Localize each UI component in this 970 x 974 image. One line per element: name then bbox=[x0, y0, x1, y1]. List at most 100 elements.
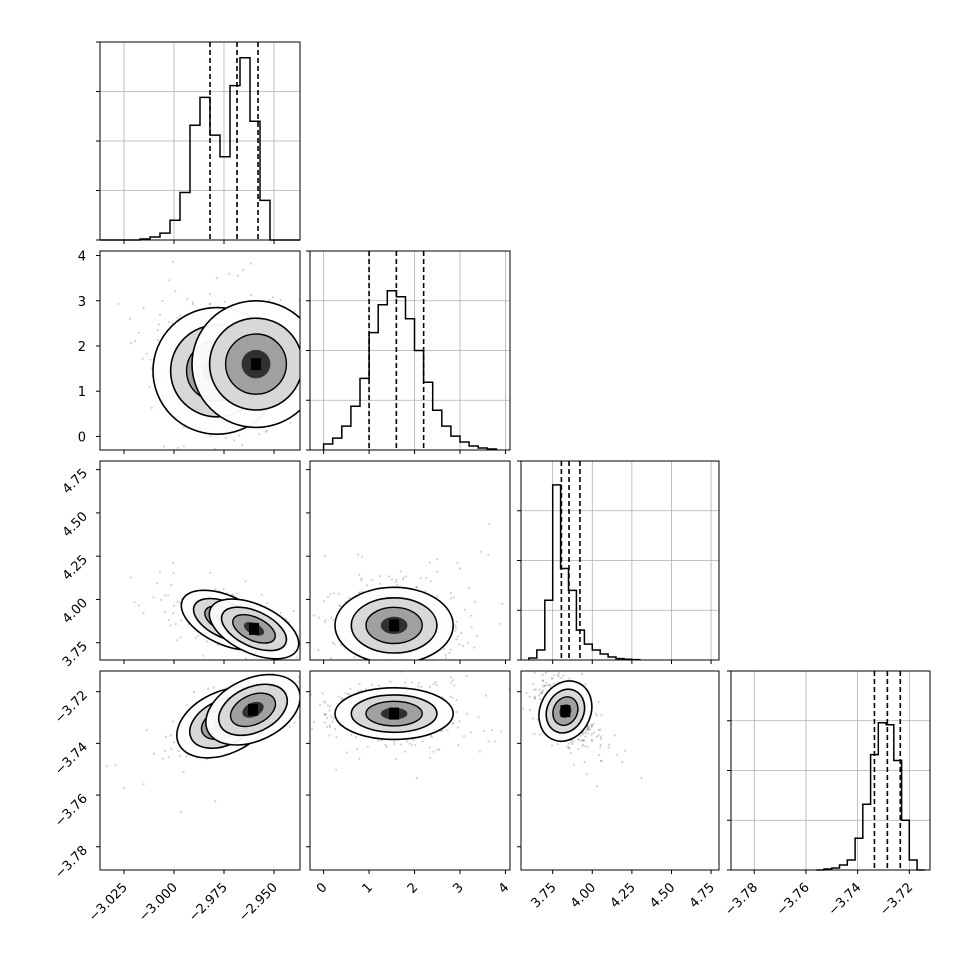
scatter-point bbox=[467, 587, 470, 590]
scatter-point bbox=[313, 667, 315, 669]
scatter-point bbox=[209, 435, 212, 438]
scatter-point bbox=[212, 686, 215, 689]
scatter-point bbox=[467, 641, 470, 645]
scatter-point bbox=[533, 696, 537, 700]
scatter-point bbox=[292, 732, 294, 734]
scatter-point bbox=[142, 612, 145, 615]
scatter-point bbox=[127, 465, 129, 467]
scatter-point bbox=[328, 724, 331, 727]
scatter-point bbox=[303, 631, 305, 633]
scatter-point bbox=[427, 662, 429, 664]
scatter-point bbox=[325, 687, 327, 689]
scatter-point bbox=[616, 753, 619, 756]
scatter-point bbox=[528, 708, 532, 712]
x-tick-label-p3: −3.76 bbox=[774, 880, 813, 919]
axes-frame bbox=[309, 250, 511, 451]
y-tick-label-p3: −3.72 bbox=[52, 688, 91, 727]
scatter-point bbox=[321, 371, 323, 373]
scatter-point bbox=[393, 743, 396, 746]
scatter-point bbox=[377, 684, 381, 687]
scatter-point bbox=[171, 720, 175, 723]
scatter-point bbox=[405, 740, 408, 743]
scatter-point bbox=[436, 748, 439, 752]
scatter-point bbox=[352, 663, 354, 665]
scatter-point bbox=[324, 618, 327, 621]
scatter-point bbox=[586, 732, 590, 735]
scatter-point bbox=[490, 729, 493, 732]
scatter-point bbox=[414, 743, 417, 747]
scatter-point bbox=[323, 600, 326, 603]
scatter-point bbox=[81, 358, 83, 360]
scatter-point bbox=[326, 704, 329, 707]
histogram-step-line bbox=[816, 721, 925, 871]
scatter-point bbox=[454, 626, 457, 629]
scatter-point bbox=[399, 667, 401, 669]
scatter-point bbox=[595, 735, 599, 739]
scatter-point bbox=[169, 734, 172, 737]
scatter-point bbox=[312, 395, 314, 397]
scatter-point bbox=[317, 616, 320, 619]
scatter-point bbox=[494, 740, 497, 743]
scatter-point bbox=[431, 736, 434, 739]
scatter-point bbox=[360, 577, 363, 580]
scatter-point bbox=[319, 331, 321, 333]
x-tick-label-p1: 1 bbox=[359, 880, 375, 896]
scatter-point bbox=[278, 661, 280, 663]
density-peak-cell bbox=[248, 703, 258, 716]
y-tick-label-p3: −3.74 bbox=[52, 740, 91, 779]
scatter-point bbox=[202, 654, 205, 657]
scatter-point bbox=[332, 618, 335, 622]
scatter-point bbox=[158, 313, 162, 316]
scatter-point bbox=[176, 317, 179, 320]
scatter-point bbox=[225, 241, 227, 243]
scatter-point bbox=[323, 721, 326, 724]
scatter-point bbox=[561, 664, 563, 666]
panel-content bbox=[81, 241, 323, 482]
scatter-point bbox=[608, 743, 611, 746]
scatter-point bbox=[214, 588, 217, 591]
scatter-point bbox=[589, 728, 592, 731]
scatter-point bbox=[480, 550, 483, 553]
scatter-point bbox=[174, 623, 177, 626]
scatter-point bbox=[331, 641, 334, 644]
scatter-point bbox=[295, 656, 298, 659]
scatter-point bbox=[600, 760, 603, 763]
scatter-point bbox=[150, 406, 153, 409]
scatter-point bbox=[133, 340, 137, 343]
scatter-point bbox=[600, 714, 603, 717]
scatter-point bbox=[231, 593, 234, 596]
scatter-point bbox=[209, 571, 212, 574]
scatter-point bbox=[534, 688, 538, 691]
scatter-point bbox=[421, 740, 424, 743]
scatter-point bbox=[518, 596, 520, 598]
scatter-point bbox=[568, 747, 571, 750]
scatter-point bbox=[176, 600, 179, 603]
scatter-point bbox=[465, 674, 468, 678]
scatter-point bbox=[175, 639, 179, 642]
scatter-point bbox=[318, 327, 320, 329]
scatter-point bbox=[541, 691, 544, 694]
scatter-point bbox=[420, 685, 423, 689]
scatter-point bbox=[222, 588, 225, 591]
scatter-point bbox=[571, 742, 574, 746]
scatter-point bbox=[205, 480, 207, 482]
scatter-point bbox=[597, 734, 600, 737]
scatter-point bbox=[301, 713, 303, 715]
scatter-point bbox=[549, 684, 552, 687]
scatter-point bbox=[451, 679, 454, 682]
scatter-point bbox=[586, 727, 589, 730]
scatter-point bbox=[163, 611, 166, 614]
scatter-point bbox=[324, 713, 328, 716]
scatter-point bbox=[562, 674, 565, 677]
scatter-point bbox=[640, 777, 643, 780]
scatter-point bbox=[432, 682, 435, 686]
scatter-point bbox=[538, 688, 542, 691]
x-tick-label-p1: 4 bbox=[496, 880, 512, 896]
panel-content bbox=[105, 671, 327, 814]
scatter-point bbox=[599, 735, 603, 738]
scatter-point bbox=[294, 717, 296, 719]
scatter-point bbox=[383, 680, 385, 682]
scatter-point bbox=[348, 693, 351, 696]
scatter-point bbox=[570, 741, 573, 744]
